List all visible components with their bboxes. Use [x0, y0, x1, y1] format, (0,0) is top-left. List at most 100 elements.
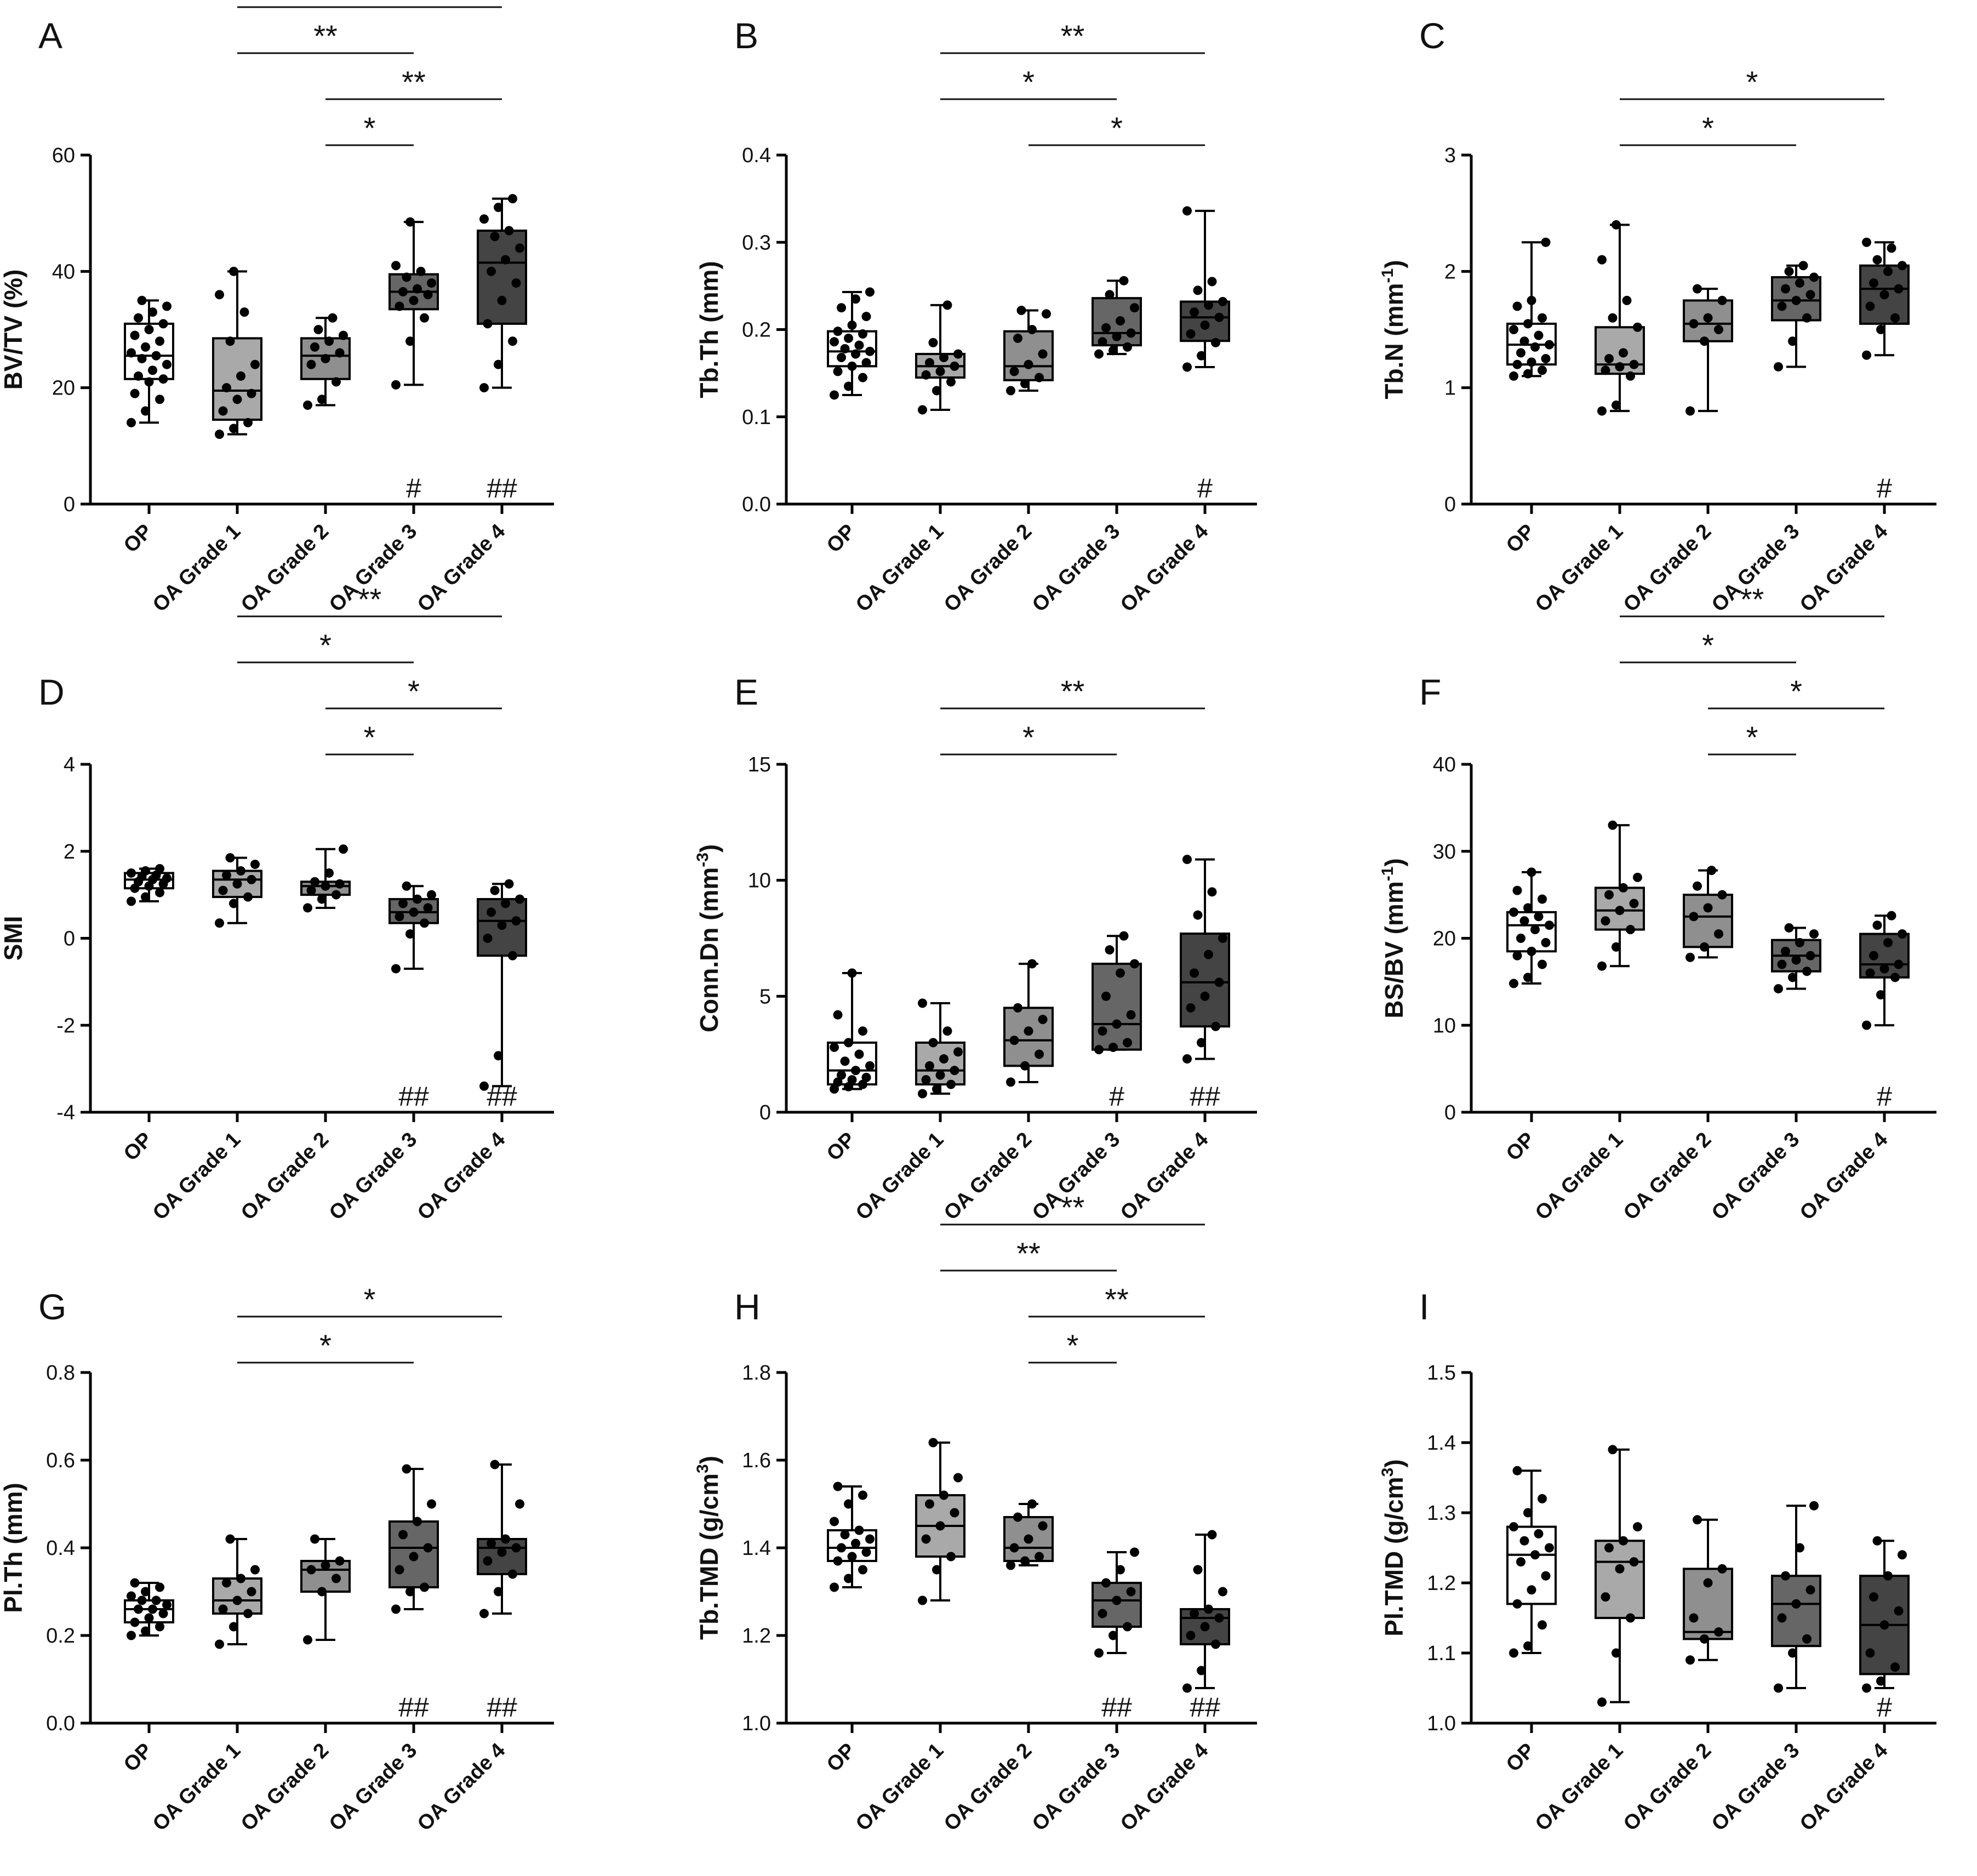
data-point — [501, 1534, 510, 1544]
panel-letter: G — [38, 1286, 66, 1327]
y-axis-label-text: BS/BV (mm — [1380, 881, 1408, 1018]
data-point — [1622, 295, 1632, 305]
data-point — [1862, 1683, 1871, 1693]
data-point — [1717, 1564, 1727, 1574]
category-label: OP — [822, 1739, 860, 1777]
data-point — [1512, 1599, 1522, 1609]
data-point — [236, 866, 245, 876]
data-point — [1020, 379, 1030, 388]
data-point — [487, 907, 496, 917]
hash-marker: ## — [1190, 1081, 1220, 1112]
category-label: OA Grade 1 — [1531, 1739, 1628, 1836]
data-point — [229, 1622, 238, 1632]
data-point — [858, 1565, 867, 1575]
data-point — [306, 885, 316, 895]
y-tick-label: 0 — [1444, 493, 1456, 516]
data-point — [1714, 929, 1723, 939]
data-point — [328, 313, 338, 323]
box-3 — [1683, 894, 1733, 948]
data-point — [1109, 1631, 1118, 1640]
significance-label: * — [1022, 65, 1035, 99]
category-label: OP — [1502, 1128, 1540, 1166]
category-label: OP — [822, 520, 860, 558]
data-point — [1876, 325, 1885, 334]
data-point — [1512, 359, 1522, 369]
category-label: OA Grade 4 — [1116, 1128, 1213, 1225]
data-point — [250, 860, 260, 870]
data-point — [1717, 295, 1727, 305]
data-point — [134, 1604, 143, 1614]
data-point — [1116, 968, 1125, 978]
data-point — [1509, 371, 1518, 381]
hash-marker: ## — [1101, 1692, 1132, 1723]
data-point — [1512, 1466, 1522, 1475]
category-label: OP — [822, 1128, 860, 1166]
data-point — [1869, 1592, 1878, 1602]
category-label: OP — [1502, 520, 1540, 558]
category-label: OA Grade 3 — [1707, 1739, 1804, 1836]
data-point — [1689, 319, 1699, 329]
data-point — [155, 888, 164, 897]
data-point — [1109, 346, 1118, 356]
data-point — [306, 1565, 316, 1575]
data-point — [339, 844, 348, 854]
data-point — [1207, 1530, 1217, 1540]
data-point — [1038, 1521, 1048, 1531]
data-point — [1798, 261, 1808, 271]
data-point — [1523, 1508, 1533, 1518]
data-point — [402, 1464, 412, 1474]
category-label: OA Grade 2 — [940, 1128, 1037, 1225]
data-point — [250, 1565, 260, 1575]
data-point — [127, 348, 136, 358]
data-point — [508, 951, 517, 960]
data-point — [158, 319, 168, 329]
data-point — [1038, 1015, 1048, 1025]
data-point — [1038, 349, 1048, 359]
data-point — [1126, 1587, 1136, 1597]
data-point — [1612, 401, 1621, 410]
data-point — [921, 1534, 931, 1544]
data-point — [479, 1609, 489, 1618]
data-point — [1123, 342, 1132, 352]
data-point — [1809, 272, 1819, 282]
data-point — [1601, 1592, 1610, 1602]
data-point — [858, 373, 867, 382]
data-point — [1094, 1045, 1104, 1055]
data-point — [1035, 373, 1044, 382]
data-point — [1534, 330, 1544, 340]
data-point — [1791, 1599, 1801, 1609]
data-point — [1101, 1578, 1111, 1588]
data-point — [1109, 1042, 1118, 1052]
data-point — [137, 295, 147, 305]
data-point — [921, 1075, 931, 1085]
data-point — [515, 1499, 524, 1509]
data-point — [494, 203, 503, 213]
data-point — [1116, 1565, 1125, 1575]
data-point — [1197, 1038, 1206, 1048]
data-point — [515, 894, 524, 904]
data-point — [155, 336, 164, 346]
data-point — [1020, 1556, 1030, 1566]
data-point — [1809, 929, 1819, 939]
data-point — [1538, 365, 1547, 375]
data-point — [1809, 1501, 1819, 1511]
data-point — [1530, 1550, 1540, 1560]
y-axis-label: Tb.N (mm-1) — [1379, 260, 1408, 399]
data-point — [1612, 220, 1621, 230]
data-point — [946, 1079, 956, 1089]
data-point — [1545, 1543, 1554, 1553]
data-point — [232, 394, 242, 404]
significance-label: * — [1111, 111, 1123, 145]
data-point — [918, 998, 927, 1008]
data-point — [1538, 313, 1547, 323]
data-point — [148, 307, 157, 317]
data-point — [1781, 284, 1790, 294]
data-point — [162, 873, 172, 883]
data-point — [310, 1534, 319, 1544]
data-point — [1805, 951, 1815, 960]
